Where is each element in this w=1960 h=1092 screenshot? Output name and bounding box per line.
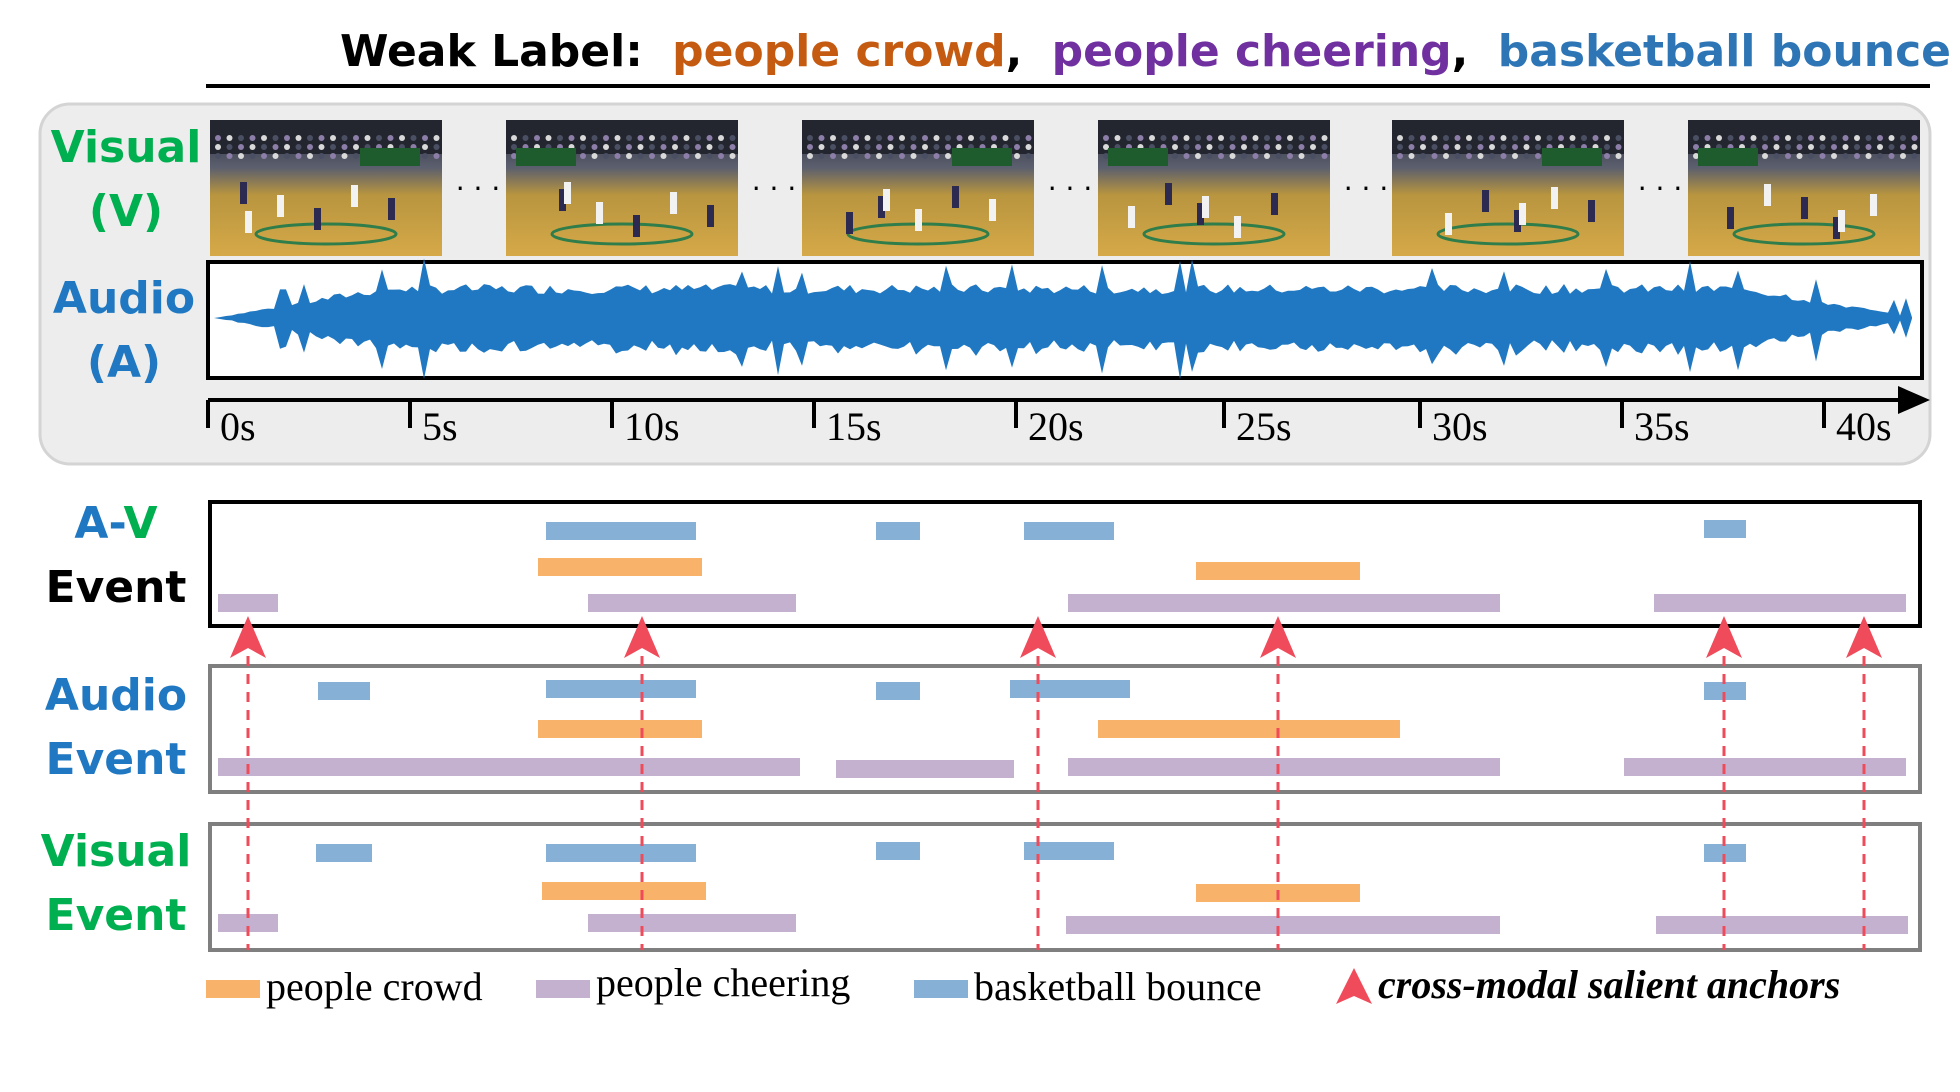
frame-ellipsis: · · · xyxy=(1344,172,1389,205)
video-frame xyxy=(1688,120,1920,256)
event-bar-bounce xyxy=(1704,682,1746,700)
time-axis: 0s 5s 10s 15s 20s 25s 30s 35s 40s xyxy=(206,386,1930,449)
av-event-box xyxy=(208,500,1922,628)
legend: people crowd people cheering basketball … xyxy=(206,960,1840,1009)
video-frame xyxy=(210,120,442,256)
frame-ellipsis: · · · xyxy=(1638,172,1683,205)
axis-tick-label: 40s xyxy=(1836,404,1892,449)
event-bar-cheering xyxy=(1068,594,1500,612)
event-bar-cheering xyxy=(218,758,800,776)
event-bar-cheering xyxy=(218,914,278,932)
event-bar-bounce xyxy=(876,522,920,540)
axis-tick-label: 35s xyxy=(1634,404,1690,449)
legend-swatch-bounce xyxy=(914,980,968,998)
event-bar-bounce xyxy=(1010,680,1130,698)
event-bar-crowd xyxy=(538,558,702,576)
weak-label-cheering: people cheering xyxy=(1052,26,1452,77)
axis-tick-label: 25s xyxy=(1236,404,1292,449)
audio-label: Audio xyxy=(53,273,195,324)
event-bar-bounce xyxy=(1704,520,1746,538)
event-bar-crowd xyxy=(1196,562,1360,580)
anchor-arrow-icon xyxy=(1020,616,1056,658)
weak-label-crowd: people crowd xyxy=(672,26,1005,77)
event-bar-crowd xyxy=(542,882,706,900)
event-bar-cheering xyxy=(836,760,1014,778)
event-bars xyxy=(218,520,1908,934)
anchor-arrow-icon xyxy=(1846,616,1882,658)
salient-anchors xyxy=(230,616,1882,950)
anchor-arrow-icon xyxy=(230,616,266,658)
event-bar-crowd xyxy=(1098,720,1400,738)
video-frame xyxy=(1392,120,1624,256)
visual-label-short: (V) xyxy=(89,186,163,237)
event-bar-cheering xyxy=(218,594,278,612)
anchor-arrow-icon xyxy=(1706,616,1742,658)
event-bar-bounce xyxy=(1024,522,1114,540)
event-bar-bounce xyxy=(546,680,696,698)
axis-tick-label: 0s xyxy=(220,404,256,449)
axis-tick-label: 10s xyxy=(624,404,680,449)
weak-label-heading: Weak Label: people crowd, people cheerin… xyxy=(340,26,1951,77)
event-bar-bounce xyxy=(1704,844,1746,862)
axis-tick-label: 30s xyxy=(1432,404,1488,449)
axis-tick-label: 5s xyxy=(422,404,458,449)
visual-event-label-2: Event xyxy=(46,890,187,941)
event-bar-bounce xyxy=(876,682,920,700)
event-bar-cheering xyxy=(1654,594,1906,612)
axis-tick-label: 20s xyxy=(1028,404,1084,449)
event-bar-cheering xyxy=(1068,758,1500,776)
event-bar-bounce xyxy=(876,842,920,860)
event-bar-crowd xyxy=(538,720,702,738)
event-bar-cheering xyxy=(1066,916,1500,934)
frame-ellipsis: · · · xyxy=(456,172,501,205)
legend-anchor-icon xyxy=(1336,968,1372,1004)
anchor-arrow-icon xyxy=(624,616,660,658)
event-bar-bounce xyxy=(1024,842,1114,860)
legend-label-crowd: people crowd xyxy=(266,964,483,1009)
visual-event-label: Visual xyxy=(41,826,192,877)
event-bar-bounce xyxy=(546,844,696,862)
event-bar-cheering xyxy=(1624,758,1906,776)
video-frames: · · · · · · · · · · · · · · · xyxy=(210,120,1920,256)
event-bar-bounce xyxy=(546,522,696,540)
visual-label: Visual xyxy=(51,122,202,173)
frame-ellipsis: · · · xyxy=(752,172,797,205)
frame-ellipsis: · · · xyxy=(1048,172,1093,205)
legend-label-bounce: basketball bounce xyxy=(974,964,1262,1009)
event-bar-cheering xyxy=(588,914,796,932)
audio-event-label: Audio xyxy=(45,670,187,721)
axis-tick-label: 15s xyxy=(826,404,882,449)
visual-event-box xyxy=(208,822,1922,952)
weak-label-prefix: Weak Label: xyxy=(340,26,643,77)
axis-arrow-icon xyxy=(1898,386,1930,414)
event-bar-cheering xyxy=(1656,916,1908,934)
event-bar-bounce xyxy=(316,844,372,862)
legend-swatch-cheering xyxy=(536,980,590,998)
event-bar-bounce xyxy=(318,682,370,700)
weak-label-bounce: basketball bounce xyxy=(1498,26,1951,77)
video-frame xyxy=(802,120,1034,256)
video-frame xyxy=(1098,120,1330,256)
audio-label-short: (A) xyxy=(87,337,161,388)
av-event-label-2: Event xyxy=(46,562,187,613)
audio-waveform xyxy=(214,258,1912,380)
legend-label-cheering: people cheering xyxy=(596,960,850,1005)
audio-event-box xyxy=(208,664,1922,794)
audio-event-label-2: Event xyxy=(46,734,187,785)
av-event-label: A-V xyxy=(74,498,157,549)
legend-label-anchors: cross-modal salient anchors xyxy=(1378,962,1840,1007)
video-frame xyxy=(506,120,738,256)
anchor-arrow-icon xyxy=(1260,616,1296,658)
legend-swatch-crowd xyxy=(206,980,260,998)
event-bar-cheering xyxy=(588,594,796,612)
